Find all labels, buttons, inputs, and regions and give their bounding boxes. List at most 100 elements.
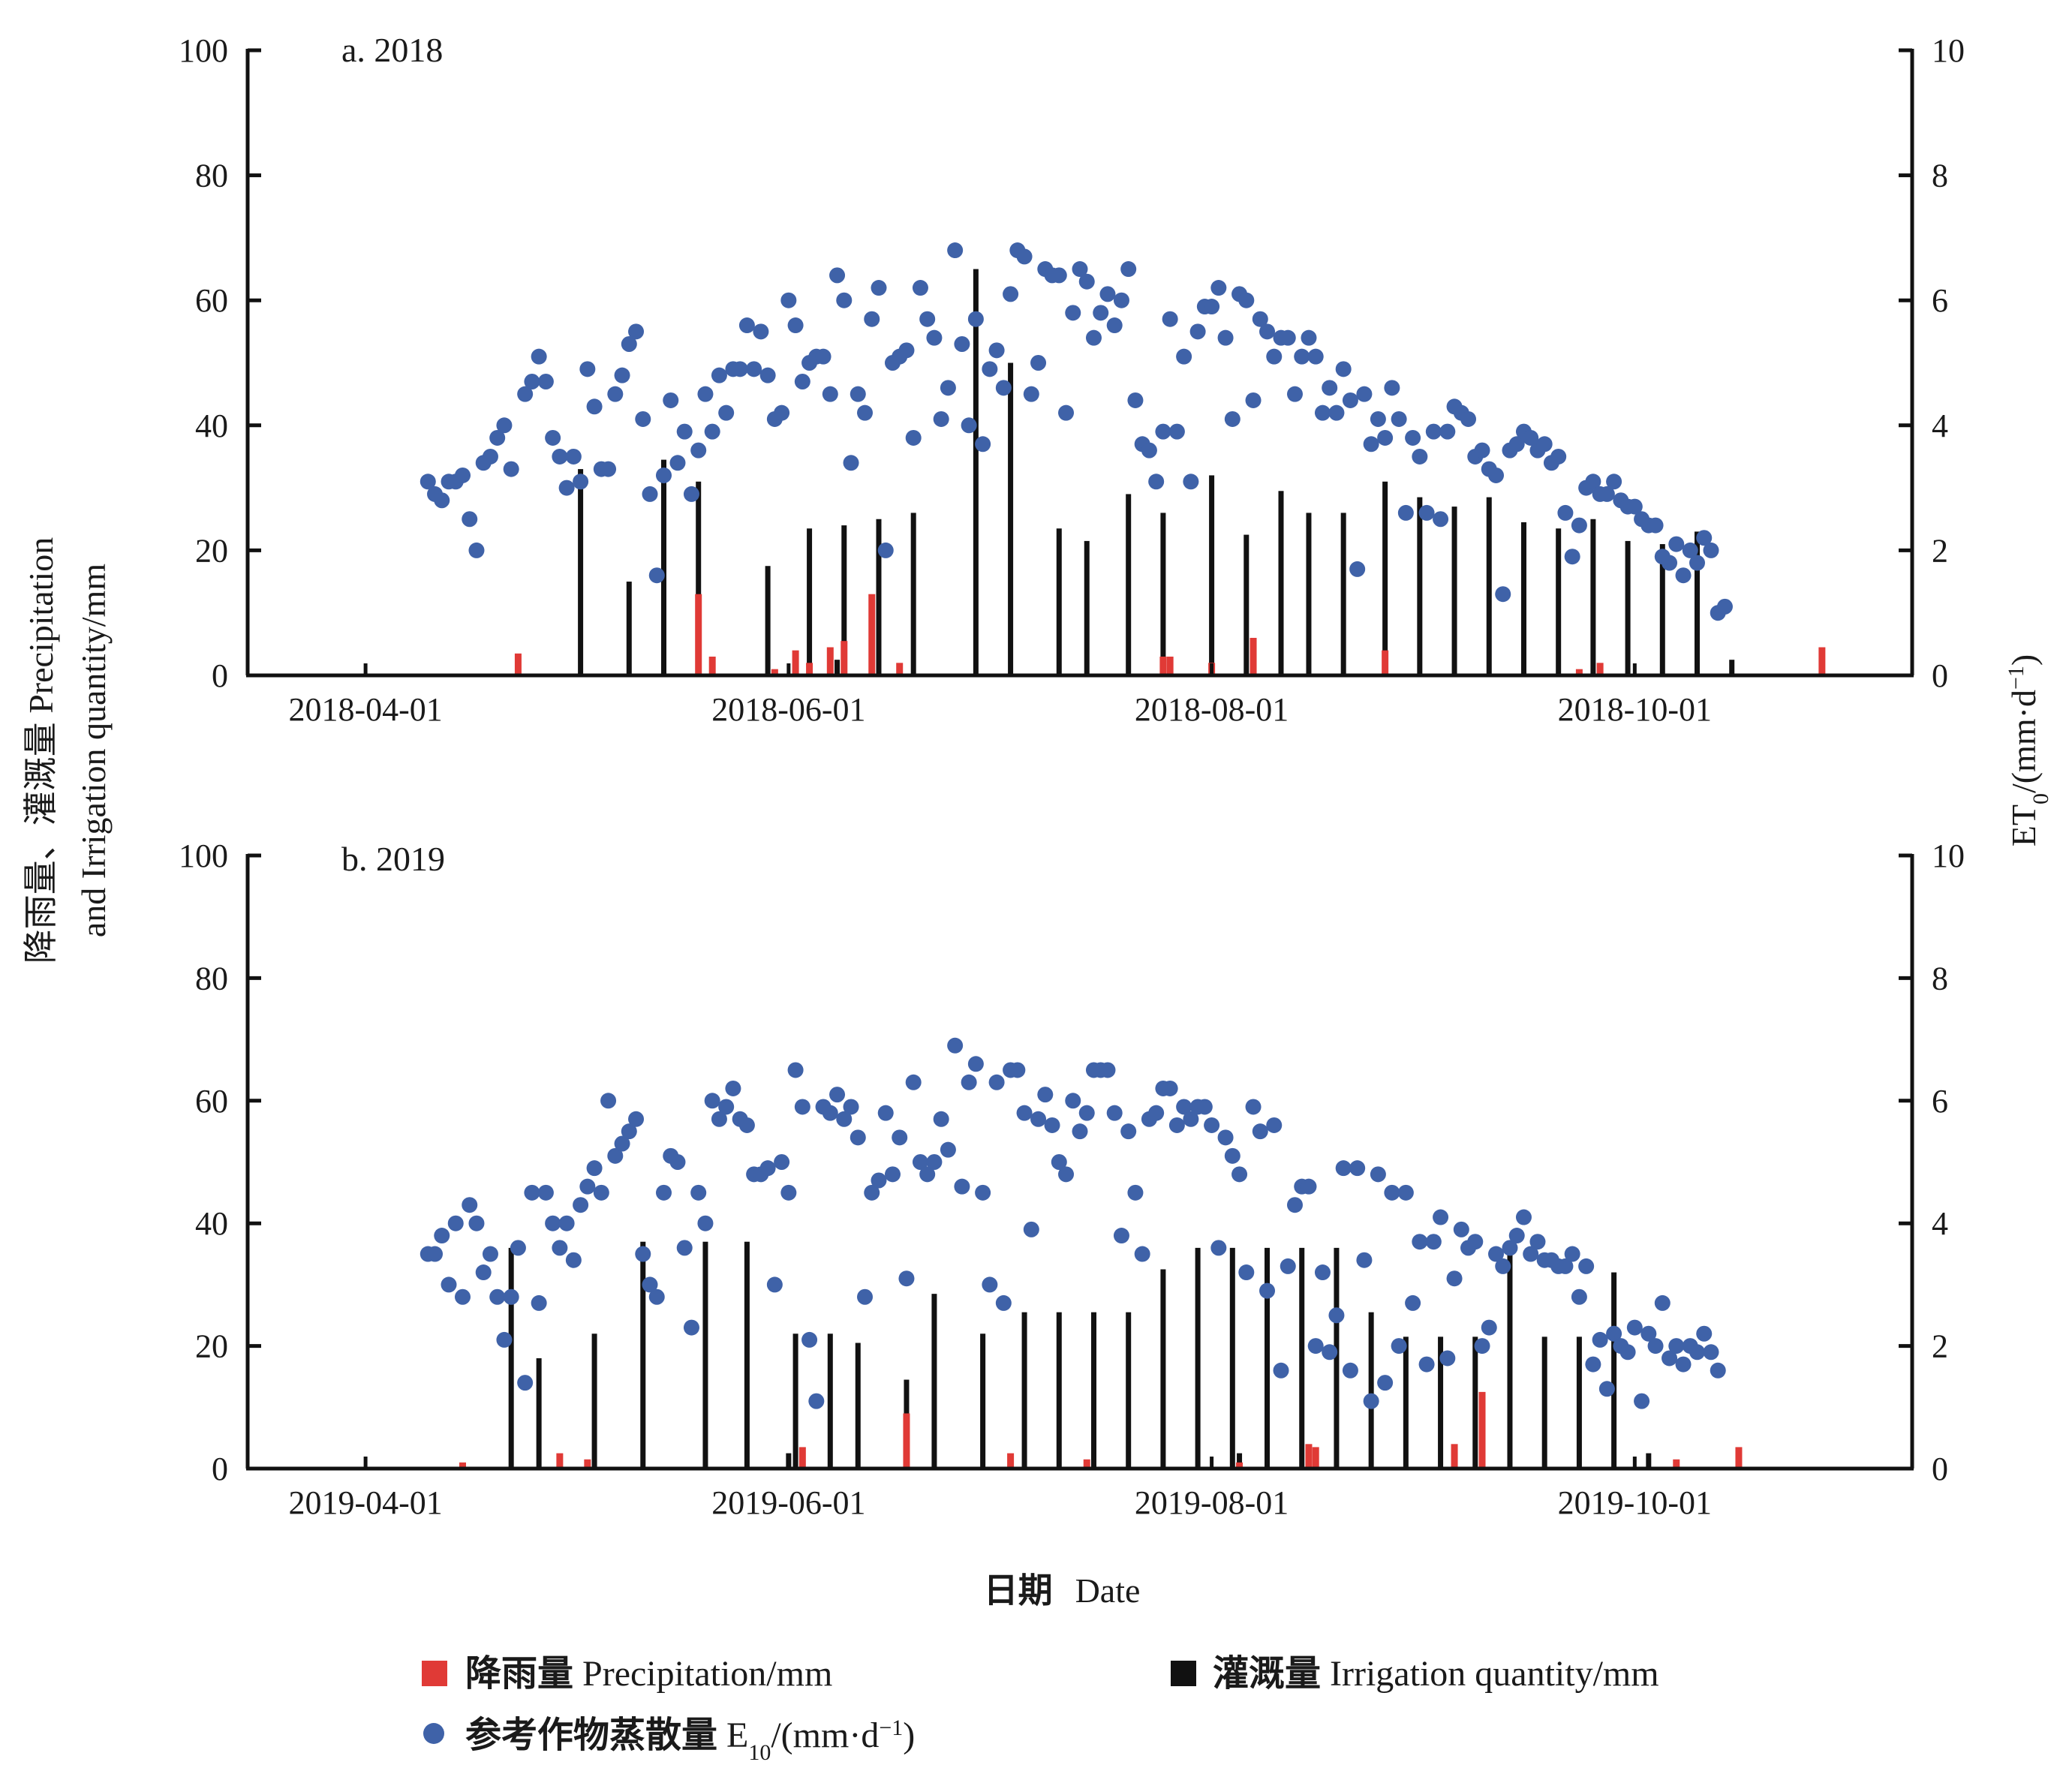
y-left-tick-label: 40 <box>195 1205 228 1242</box>
et0-point <box>1238 292 1255 308</box>
irrigation-bar <box>1590 519 1596 675</box>
y-right-tick-label: 4 <box>1932 1205 1948 1242</box>
irrigation-bar <box>578 469 584 675</box>
et0-point <box>1536 436 1553 453</box>
precipitation-bar <box>1382 650 1389 675</box>
et0-point <box>1592 1331 1608 1348</box>
et0-point <box>697 1215 714 1231</box>
et0-point <box>843 1099 859 1115</box>
et0-point <box>926 329 943 346</box>
et0-point <box>1301 329 1317 346</box>
et0-point <box>1065 305 1081 321</box>
et0-point <box>961 1074 977 1090</box>
y-right-tick-label: 0 <box>1932 1451 1948 1487</box>
et0-point <box>1286 386 1303 402</box>
et0-point <box>1189 323 1206 340</box>
et0-point <box>1370 410 1386 427</box>
et0-point <box>975 1184 991 1201</box>
et0-point <box>1626 1319 1643 1336</box>
panel-b-2019: b. 2019 0 20 40 60 80 100 0 2 4 6 8 10 2019-04-01 201… <box>179 837 1965 1521</box>
et0-point <box>919 1166 936 1183</box>
et0-point <box>669 1154 686 1170</box>
et0-point <box>1363 436 1379 453</box>
y-left-title-line1: 降雨量、灌溉量 Precipitation <box>22 537 60 964</box>
et0-point <box>1210 1240 1227 1256</box>
y-left-tick-label: 0 <box>212 657 228 694</box>
y-right-title: ET0/(mm·d−1) <box>2004 654 2053 846</box>
irrigation-bar <box>827 1333 833 1469</box>
et0-point <box>1488 467 1504 483</box>
et0-point <box>732 361 748 377</box>
x-tick-label: 2019-06-01 <box>711 1484 865 1521</box>
et0-point <box>1120 1123 1137 1140</box>
et0-point <box>545 429 561 446</box>
x-tick-label: 2018-04-01 <box>288 691 442 728</box>
et0-point <box>1314 404 1331 421</box>
et0-point <box>1675 1356 1692 1373</box>
precipitation-bar <box>896 663 904 675</box>
panel-a-label: a. 2018 <box>341 31 443 69</box>
et0-point <box>434 492 450 509</box>
irrigation-bar <box>1451 507 1457 675</box>
irrigation-bar <box>1084 540 1090 675</box>
et0-point <box>822 386 838 402</box>
et0-point <box>1217 1129 1234 1146</box>
et0-point <box>787 1062 804 1078</box>
et0-point <box>1384 1184 1400 1201</box>
legend-irrig-label: 灌溉量 Irrigation quantity/mm <box>1213 1652 1659 1694</box>
precipitation-bar <box>1818 647 1826 675</box>
et0-point <box>1682 542 1698 558</box>
precipitation-bar <box>695 594 702 675</box>
x-axis-title: 日期 Date <box>984 1570 1141 1610</box>
et0-point <box>524 1184 540 1201</box>
et0-point <box>1397 1184 1414 1201</box>
et0-point <box>1030 1111 1047 1127</box>
et0-point <box>635 1246 651 1262</box>
et0-point <box>462 511 478 528</box>
x-tick-label: 2019-10-01 <box>1558 1484 1712 1521</box>
et0-point <box>1099 286 1116 302</box>
et0-point <box>1016 248 1033 265</box>
irrigation-bar <box>910 513 916 675</box>
irrigation-bar <box>1237 1453 1243 1469</box>
panel-a-et0-points <box>420 242 1733 621</box>
et0-point <box>1141 442 1157 459</box>
et0-point <box>1266 348 1283 365</box>
et0-point <box>843 455 859 471</box>
legend-precip-swatch <box>422 1661 447 1686</box>
et0-point <box>1162 1080 1178 1096</box>
et0-point <box>1127 1184 1144 1201</box>
et0-point <box>1508 1228 1525 1244</box>
et0-point <box>558 1215 575 1231</box>
panel-a-2018: a. 2018 0 20 40 60 80 100 0 2 4 6 8 10 2018-04-01 201… <box>179 31 1965 728</box>
et0-point <box>434 1228 450 1244</box>
et0-point <box>468 542 485 558</box>
et0-point <box>676 423 693 440</box>
y-left-tick-label: 80 <box>195 158 228 194</box>
et0-point <box>1072 261 1088 278</box>
et0-point <box>1647 517 1664 534</box>
legend: 降雨量 Precipitation/mm 灌溉量 Irrigation quanti… <box>422 1652 1659 1765</box>
irrigation-bar <box>1368 1312 1374 1469</box>
et0-point <box>510 1240 526 1256</box>
et0-point <box>738 1117 755 1133</box>
et0-point <box>683 1319 699 1336</box>
et0-point <box>1224 1147 1240 1164</box>
et0-point <box>1134 1246 1150 1262</box>
et0-point <box>628 323 645 340</box>
precipitation-bar <box>806 663 813 675</box>
et0-point <box>586 1160 603 1177</box>
et0-point <box>912 1154 928 1170</box>
et0-point <box>648 1288 665 1305</box>
y-right-tick-label: 8 <box>1932 960 1948 997</box>
irrigation-bar <box>1278 491 1284 675</box>
precipitation-bar <box>584 1459 591 1469</box>
et0-point <box>808 1393 825 1409</box>
et0-point <box>940 1141 956 1158</box>
et0-point <box>517 1375 534 1391</box>
irrigation-bar <box>1611 1272 1617 1469</box>
et0-point <box>1204 299 1220 315</box>
y-right-tick-label: 6 <box>1932 282 1948 319</box>
et0-point <box>1335 1160 1352 1177</box>
